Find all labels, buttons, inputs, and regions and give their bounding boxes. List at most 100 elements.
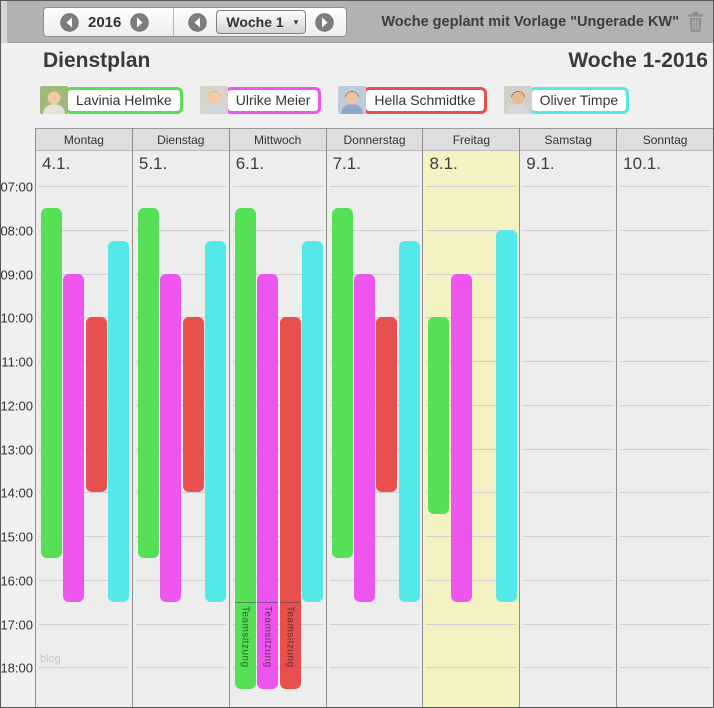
date-label: 4.1.: [42, 154, 71, 173]
shift-ulrike[interactable]: [450, 273, 472, 602]
shift-lavinia[interactable]: [41, 207, 62, 558]
shift-lavinia[interactable]: [234, 207, 256, 602]
hour-line: [39, 623, 129, 625]
date-label: 8.1.: [429, 154, 458, 173]
shift-oliver[interactable]: [301, 240, 323, 602]
time-gutter: 07:00 08:00 09:00 10:00 11:00 12:00 13:00 14:00…: [1, 152, 35, 707]
shift-oliver[interactable]: [398, 240, 420, 602]
hour-line: [620, 448, 711, 450]
hour-line: [232, 229, 323, 231]
shift-oliver[interactable]: [495, 229, 517, 602]
week-title: Woche 1-2016: [568, 49, 708, 72]
day-column-donnerstag: Donnerstag 7.1.: [325, 128, 423, 707]
shift-oliver[interactable]: [108, 240, 130, 602]
template-note: Woche geplant mit Vorlage "Ungerade KW": [381, 14, 679, 30]
week-prev-button[interactable]: [188, 12, 208, 32]
year-prev-button[interactable]: [60, 12, 79, 32]
hour-line: [135, 229, 226, 231]
hour-line: [620, 186, 711, 187]
hour-line: [39, 229, 129, 231]
hour-line: [39, 667, 129, 669]
legend: Lavinia Helmke Ulrike Meier Hella Schmidtk…: [40, 86, 630, 114]
shift-lavinia[interactable]: [331, 207, 353, 558]
shift-ulrike[interactable]: [353, 273, 375, 602]
hour-line: [523, 492, 614, 494]
date-label: 10.1.: [623, 154, 661, 173]
page-margin-strip: [1, 1, 7, 43]
hour-line: [39, 186, 129, 187]
week-select[interactable]: Woche 1 ▾: [216, 10, 307, 34]
day-body[interactable]: 6.1. Teamsitzung Teamsitzung Teamsitzung: [229, 151, 326, 707]
meeting-lavinia[interactable]: Teamsitzung: [234, 601, 256, 690]
member-name: Hella Schmidtke: [363, 86, 487, 114]
member-badge-oliver[interactable]: Oliver Timpe: [503, 86, 630, 114]
day-body[interactable]: 5.1.: [132, 151, 229, 707]
shift-ulrike[interactable]: [257, 273, 279, 602]
day-body[interactable]: 4.1.: [36, 151, 132, 707]
time-label: 17:00: [0, 617, 33, 632]
member-badge-ulrike[interactable]: Ulrike Meier: [199, 86, 322, 114]
day-header: Mittwoch: [229, 128, 326, 151]
toolbar: 2016 Woche 1 ▾: [7, 1, 713, 43]
day-column-samstag: Samstag 9.1.: [519, 128, 617, 707]
date-label: 6.1.: [235, 154, 265, 173]
member-name: Lavinia Helmke: [65, 86, 183, 114]
week-next-button[interactable]: [315, 12, 334, 32]
time-label: 08:00: [0, 223, 33, 239]
hour-line: [620, 667, 711, 669]
hour-line: [426, 623, 517, 625]
day-body[interactable]: 10.1.: [617, 151, 713, 707]
time-label: 15:00: [0, 529, 33, 545]
shift-lavinia[interactable]: [137, 207, 159, 558]
year-label: 2016: [88, 13, 122, 31]
day-body[interactable]: 8.1.: [423, 151, 520, 707]
time-label: 14:00: [0, 485, 33, 501]
meeting-hella[interactable]: Teamsitzung: [279, 601, 301, 690]
hour-line: [329, 186, 420, 187]
toolbar-divider: [173, 8, 175, 36]
shift-ulrike[interactable]: [63, 273, 85, 602]
shift-hella[interactable]: [376, 317, 398, 493]
shift-oliver[interactable]: [205, 240, 227, 602]
hour-line: [523, 186, 614, 187]
member-avatar: [40, 86, 68, 114]
hour-line: [620, 273, 711, 275]
date-label: 9.1.: [526, 154, 555, 173]
member-badge-lavinia[interactable]: Lavinia Helmke: [40, 86, 183, 114]
shift-hella[interactable]: [182, 317, 204, 493]
shift-ulrike[interactable]: [160, 273, 182, 602]
hour-line: [232, 273, 323, 275]
hour-line: [523, 317, 614, 319]
day-columns: Montag 4.1. Dienstag 5.1. Mittwoch 6.1. Teamsi…: [35, 128, 713, 707]
day-header: Montag: [36, 128, 132, 151]
day-column-montag: Montag 4.1.: [35, 128, 132, 707]
shift-hella[interactable]: [85, 317, 107, 493]
hour-line: [620, 317, 711, 319]
trash-icon[interactable]: [687, 12, 704, 32]
member-avatar: [199, 86, 228, 114]
hour-line: [620, 229, 711, 231]
member-badge-hella[interactable]: Hella Schmidtke: [338, 86, 487, 114]
day-body[interactable]: 9.1.: [520, 151, 617, 707]
shift-hella[interactable]: [279, 317, 301, 602]
title-row: Dienstplan Woche 1-2016: [43, 49, 708, 73]
time-label: 07:00: [0, 179, 33, 195]
hour-line: [329, 667, 420, 669]
hour-line: [523, 667, 614, 669]
shift-lavinia[interactable]: [428, 317, 450, 515]
day-header: Samstag: [520, 128, 617, 151]
hour-line: [232, 186, 323, 187]
time-label: 18:00: [0, 660, 33, 676]
day-header: Sonntag: [617, 128, 713, 151]
year-next-button[interactable]: [130, 12, 150, 32]
chevron-down-icon: ▾: [293, 16, 299, 27]
date-label: 5.1.: [138, 154, 168, 173]
hour-line: [620, 361, 711, 362]
time-label: 16:00: [0, 573, 33, 589]
meeting-ulrike[interactable]: Teamsitzung: [257, 601, 279, 690]
hour-line: [426, 229, 517, 231]
hour-line: [620, 492, 711, 494]
day-body[interactable]: 7.1.: [326, 151, 423, 707]
hour-line: [329, 623, 420, 625]
